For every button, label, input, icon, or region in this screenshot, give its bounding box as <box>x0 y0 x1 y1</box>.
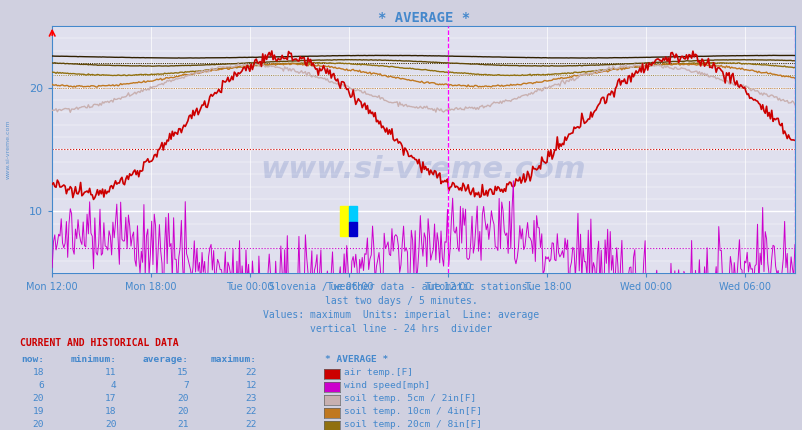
Text: 15: 15 <box>177 369 188 378</box>
Text: 20: 20 <box>33 394 44 403</box>
Text: 11: 11 <box>105 369 116 378</box>
Text: soil temp. 20cm / 8in[F]: soil temp. 20cm / 8in[F] <box>343 420 481 429</box>
Text: 12: 12 <box>245 381 257 390</box>
Text: air temp.[F]: air temp.[F] <box>343 369 412 378</box>
Text: now:: now: <box>21 356 44 365</box>
Text: 20: 20 <box>177 394 188 403</box>
Text: 18: 18 <box>105 407 116 416</box>
Text: soil temp. 5cm / 2in[F]: soil temp. 5cm / 2in[F] <box>343 394 476 403</box>
Text: 23: 23 <box>245 394 257 403</box>
Text: maximum:: maximum: <box>211 356 257 365</box>
Text: 20: 20 <box>105 420 116 429</box>
Text: 22: 22 <box>245 420 257 429</box>
Title: * AVERAGE *: * AVERAGE * <box>377 11 469 25</box>
Text: 21: 21 <box>177 420 188 429</box>
Text: www.si-vreme.com: www.si-vreme.com <box>6 120 10 179</box>
Text: 18: 18 <box>33 369 44 378</box>
Text: vertical line - 24 hrs  divider: vertical line - 24 hrs divider <box>310 323 492 334</box>
Text: 4: 4 <box>111 381 116 390</box>
Text: CURRENT AND HISTORICAL DATA: CURRENT AND HISTORICAL DATA <box>20 338 179 348</box>
Text: 22: 22 <box>245 369 257 378</box>
Text: * AVERAGE *: * AVERAGE * <box>325 356 388 365</box>
Text: 20: 20 <box>33 420 44 429</box>
Text: 19: 19 <box>33 407 44 416</box>
Text: 7: 7 <box>183 381 188 390</box>
Text: 17: 17 <box>105 394 116 403</box>
Text: Slovenia / weather data - automatic stations.: Slovenia / weather data - automatic stat… <box>269 282 533 292</box>
Text: www.si-vreme.com: www.si-vreme.com <box>261 155 585 184</box>
Text: soil temp. 10cm / 4in[F]: soil temp. 10cm / 4in[F] <box>343 407 481 416</box>
Text: 20: 20 <box>177 407 188 416</box>
Text: last two days / 5 minutes.: last two days / 5 minutes. <box>325 296 477 306</box>
Text: wind speed[mph]: wind speed[mph] <box>343 381 429 390</box>
Text: 6: 6 <box>38 381 44 390</box>
Text: average:: average: <box>143 356 188 365</box>
Text: 22: 22 <box>245 407 257 416</box>
Text: Values: maximum  Units: imperial  Line: average: Values: maximum Units: imperial Line: av… <box>263 310 539 320</box>
Text: minimum:: minimum: <box>71 356 116 365</box>
